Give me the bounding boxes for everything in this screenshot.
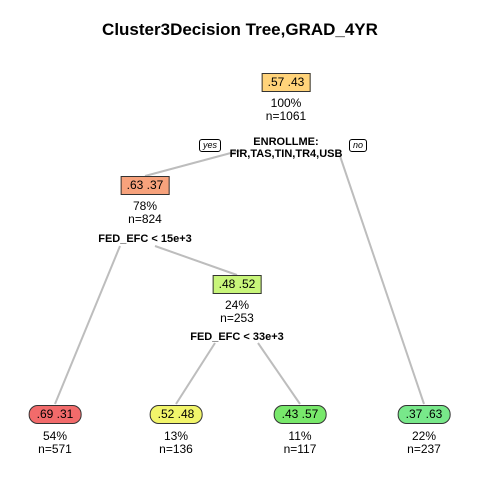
root-node-info: 100% n=1061 (266, 97, 306, 123)
edge-root-leaf-4 (339, 155, 425, 405)
node-2-info: 78% n=824 (128, 200, 162, 226)
leaf-1-probs: .69 .31 (28, 405, 82, 424)
root-node-probs: .57 .43 (261, 73, 311, 92)
root-node-n: n=1061 (265, 109, 307, 123)
edge-root-n2 (144, 149, 243, 177)
edge-n5-leaf-3 (257, 342, 301, 405)
node-5-n: n=253 (220, 311, 254, 325)
root-split-label: ENROLLME: FIR,TAS,TIN,TR4,USB (230, 136, 343, 160)
edge-n5-leaf-2 (175, 342, 216, 405)
leaf-1-info: 54% n=571 (38, 430, 72, 456)
node-5-split-label: FED_EFC < 33e+3 (190, 331, 284, 343)
edge-n2-n5 (154, 245, 238, 276)
node-2-probs: .63 .37 (120, 176, 170, 195)
leaf-3-probs: .43 .57 (273, 405, 327, 424)
node-5-info: 24% n=253 (220, 299, 254, 325)
leaf-1-n: n=571 (38, 442, 72, 456)
root-node-pct: 100% (270, 96, 302, 110)
leaf-2-info: 13% n=136 (159, 430, 193, 456)
root-split-line2: FIR,TAS,TIN,TR4,USB (229, 148, 343, 160)
leaf-2-pct: 13% (163, 429, 189, 443)
leaf-3-pct: 11% (288, 429, 312, 443)
leaf-4-n: n=237 (407, 442, 441, 456)
node-2-n: n=824 (128, 212, 162, 226)
no-label: no (349, 139, 368, 152)
leaf-4-info: 22% n=237 (407, 430, 441, 456)
chart-title: Cluster3Decision Tree,GRAD_4YR (102, 20, 378, 39)
leaf-3-n: n=117 (283, 442, 317, 456)
leaf-3-info: 11% n=117 (284, 430, 317, 456)
node-5-pct: 24% (224, 298, 250, 312)
node-5-probs: .48 .52 (212, 275, 262, 294)
leaf-4-pct: 22% (411, 429, 437, 443)
leaf-2-probs: .52 .48 (149, 405, 203, 424)
leaf-1-pct: 54% (42, 429, 68, 443)
root-split-line1: ENROLLME: (253, 136, 319, 148)
leaf-2-n: n=136 (159, 442, 193, 456)
leaf-4-probs: .37 .63 (397, 405, 451, 424)
node-2-pct: 78% (132, 199, 158, 213)
yes-label: yes (199, 139, 222, 152)
node-2-split-label: FED_EFC < 15e+3 (98, 233, 192, 245)
edge-n2-leaf-1 (54, 245, 121, 405)
